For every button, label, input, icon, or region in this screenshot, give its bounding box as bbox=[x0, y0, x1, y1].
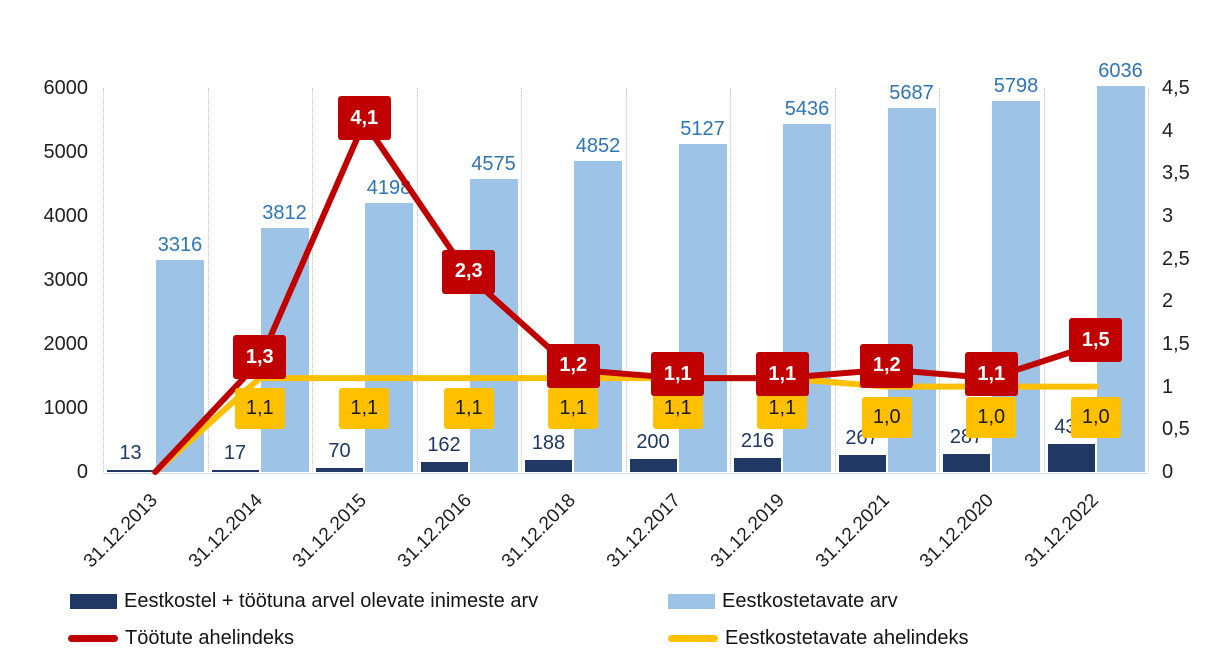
legend-item-eestkostetavate-ahelindeks: Eestkostetavate ahelindeks bbox=[668, 627, 969, 650]
legend-item-eestkostel-tootuna-arv: Eestkostel + töötuna arvel olevate inime… bbox=[70, 590, 538, 613]
lightblue-bar-swatch-icon bbox=[668, 594, 715, 609]
x-axis-line bbox=[103, 473, 1148, 474]
bar-eestkostetavate-value-label: 5127 bbox=[680, 117, 725, 140]
yellow-line-data-label: 1,1 bbox=[443, 388, 494, 430]
right-axis-tick: 0 bbox=[1162, 461, 1174, 483]
bar-eestkostel-tootuna bbox=[629, 459, 677, 472]
bar-eestkostetavate-value-label: 6036 bbox=[1098, 59, 1143, 82]
bar-eestkostel-tootuna bbox=[838, 454, 886, 472]
grid-line bbox=[1043, 88, 1045, 472]
legend-item-tootute-ahelindeks: Töötute ahelindeks bbox=[68, 627, 294, 650]
yellow-line-data-label: 1,1 bbox=[548, 388, 599, 430]
right-axis-tick: 3,5 bbox=[1162, 162, 1190, 185]
grid-line bbox=[939, 88, 940, 472]
red-line-data-label: 1,2 bbox=[860, 343, 914, 388]
right-axis-tick: 4 bbox=[1162, 119, 1174, 142]
red-line-data-label: 1,3 bbox=[233, 335, 287, 380]
yellow-line-data-label: 1,1 bbox=[234, 388, 285, 430]
left-axis-tick: 2000 bbox=[43, 333, 89, 355]
right-axis-tick: 0,5 bbox=[1162, 418, 1190, 441]
bar-eestkostel-tootuna bbox=[107, 470, 154, 472]
right-axis-tick: 1,5 bbox=[1162, 333, 1190, 355]
bar-eestkostel-tootuna-value-label: 13 bbox=[119, 442, 142, 464]
yellow-line-data-label: 1,1 bbox=[339, 388, 390, 430]
red-line-data-label: 1,1 bbox=[651, 352, 705, 397]
red-line-swatch-icon bbox=[68, 635, 118, 642]
grid-line bbox=[834, 88, 836, 472]
bar-eestkostetavate-value-label: 5798 bbox=[993, 74, 1039, 97]
right-axis-tick: 3 bbox=[1162, 205, 1174, 227]
bar-eestkostel-tootuna-value-label: 200 bbox=[636, 431, 670, 454]
bar-eestkostel-tootuna-value-label: 162 bbox=[427, 433, 461, 456]
red-line-data-label: 1,5 bbox=[1069, 318, 1123, 362]
bar-eestkostetavate-value-label: 4852 bbox=[575, 135, 621, 158]
bar-eestkostetavate-value-label: 5436 bbox=[784, 98, 830, 121]
right-axis-tick: 2 bbox=[1162, 290, 1174, 313]
bar-eestkostetavate-value-label: 4575 bbox=[471, 153, 516, 176]
bar-eestkostel-tootuna-value-label: 188 bbox=[531, 431, 566, 454]
bar-eestkostel-tootuna bbox=[1047, 443, 1095, 472]
grid-line bbox=[416, 88, 418, 472]
tootute-ahelindeks-line bbox=[152, 119, 1099, 475]
left-axis-tick: 4000 bbox=[43, 205, 89, 227]
yellow-line-data-label: 1,0 bbox=[861, 396, 912, 438]
grid-line bbox=[103, 88, 104, 472]
red-line-data-label: 1,1 bbox=[755, 352, 809, 397]
left-axis-tick: 3000 bbox=[43, 269, 89, 291]
grid-line bbox=[730, 88, 731, 472]
bar-eestkostel-tootuna bbox=[211, 470, 259, 472]
bar-eestkostel-tootuna bbox=[734, 458, 781, 472]
bar-eestkostel-tootuna bbox=[943, 453, 990, 472]
bar-eestkostel-tootuna-value-label: 216 bbox=[740, 430, 775, 453]
left-axis-tick: 5000 bbox=[43, 141, 89, 163]
navy-bar-swatch-icon bbox=[70, 594, 117, 609]
red-line-data-label: 1,1 bbox=[964, 352, 1018, 397]
eestkostetavate-ahelindeks-line bbox=[152, 375, 1099, 475]
left-axis-tick: 6000 bbox=[43, 77, 89, 99]
bar-eestkostel-tootuna bbox=[316, 467, 363, 472]
grid-line bbox=[1148, 88, 1149, 472]
red-line-data-label: 1,2 bbox=[546, 343, 600, 388]
legend-label: Eestkostel + töötuna arvel olevate inime… bbox=[124, 590, 539, 612]
legend-label: Eestkostetavate ahelindeks bbox=[725, 627, 969, 649]
legend-label: Töötute ahelindeks bbox=[125, 627, 295, 649]
left-axis-tick: 0 bbox=[76, 461, 88, 483]
left-axis-tick: 1000 bbox=[43, 397, 89, 419]
grid-line bbox=[312, 88, 313, 472]
bar-eestkostel-tootuna-value-label: 70 bbox=[328, 439, 351, 462]
bar-eestkostetavate-value-label: 3812 bbox=[262, 202, 307, 225]
yellow-line-data-label: 1,0 bbox=[966, 396, 1017, 438]
bar-eestkostetavate-value-label: 4198 bbox=[366, 177, 412, 200]
yellow-line-data-label: 1,0 bbox=[1070, 396, 1121, 438]
bar-eestkostel-tootuna bbox=[525, 459, 572, 472]
grid-line bbox=[207, 88, 209, 472]
grid-line bbox=[521, 88, 522, 472]
red-line-data-label: 2,3 bbox=[442, 249, 496, 294]
right-axis-tick: 2,5 bbox=[1162, 247, 1190, 270]
yellow-line-swatch-icon bbox=[668, 635, 718, 642]
bar-eestkostel-tootuna-value-label: 17 bbox=[223, 442, 247, 464]
right-axis-tick: 1 bbox=[1162, 375, 1174, 398]
red-line-data-label: 4,1 bbox=[337, 96, 391, 141]
right-axis-tick: 4,5 bbox=[1162, 77, 1190, 99]
legend-label: Eestkostetavate arv bbox=[722, 590, 898, 612]
legend-item-eestkostetavate-arv: Eestkostetavate arv bbox=[668, 590, 898, 613]
bar-eestkostel-tootuna bbox=[420, 461, 468, 472]
bar-eestkostetavate-value-label: 3316 bbox=[157, 233, 203, 256]
grid-line bbox=[625, 88, 627, 472]
bar-eestkostetavate-value-label: 5687 bbox=[889, 82, 934, 105]
